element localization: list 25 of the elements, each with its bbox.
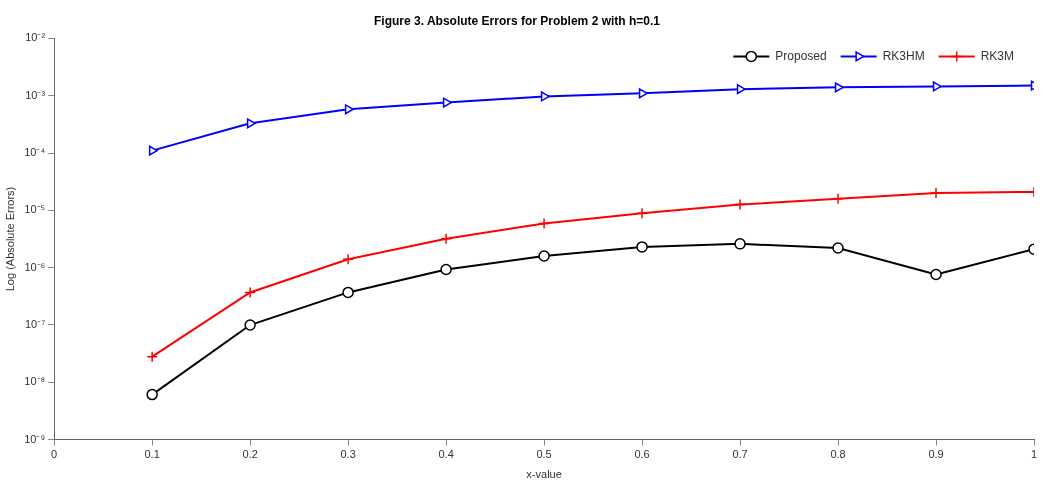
x-tick-label: 0.8 (830, 448, 846, 461)
y-tick-label: 10⁻³ (25, 88, 46, 101)
y-axis-title: Log (Absolute Errors) (3, 186, 16, 292)
x-tick-label: 0.5 (536, 448, 552, 461)
x-axis-title: x-value (526, 468, 562, 481)
y-tick-label: 10⁻⁴ (24, 146, 46, 159)
x-tick-label: 1 (1030, 448, 1038, 461)
x-tick-label: 0.2 (242, 448, 258, 461)
y-tick-label: 10⁻⁷ (24, 318, 46, 330)
y-tick-label: 10⁻⁶ (24, 260, 46, 273)
y-tick-label: 10⁻⁸ (24, 375, 46, 388)
y-tick-label: 10⁻⁹ (24, 432, 46, 445)
x-tick-label: 0.3 (340, 448, 356, 461)
x-tick-label: 0.6 (634, 448, 650, 461)
x-tick-label: 0.9 (928, 448, 944, 461)
legend-label: RK3M (980, 48, 1014, 63)
y-tick-label: 10⁻² (25, 31, 46, 44)
x-tick-label: 0.1 (144, 448, 160, 461)
legend-label: RK3HM (882, 48, 925, 63)
chart-title: Figure 3. Absolute Errors for Problem 2 with h=0.1 (374, 13, 661, 28)
y-tick-label: 10⁻⁵ (24, 203, 46, 216)
x-tick-label: 0 (51, 448, 58, 461)
legend-label: Proposed (775, 48, 827, 63)
x-tick-label: 0.4 (438, 448, 454, 461)
x-tick-label: 0.7 (732, 448, 748, 461)
